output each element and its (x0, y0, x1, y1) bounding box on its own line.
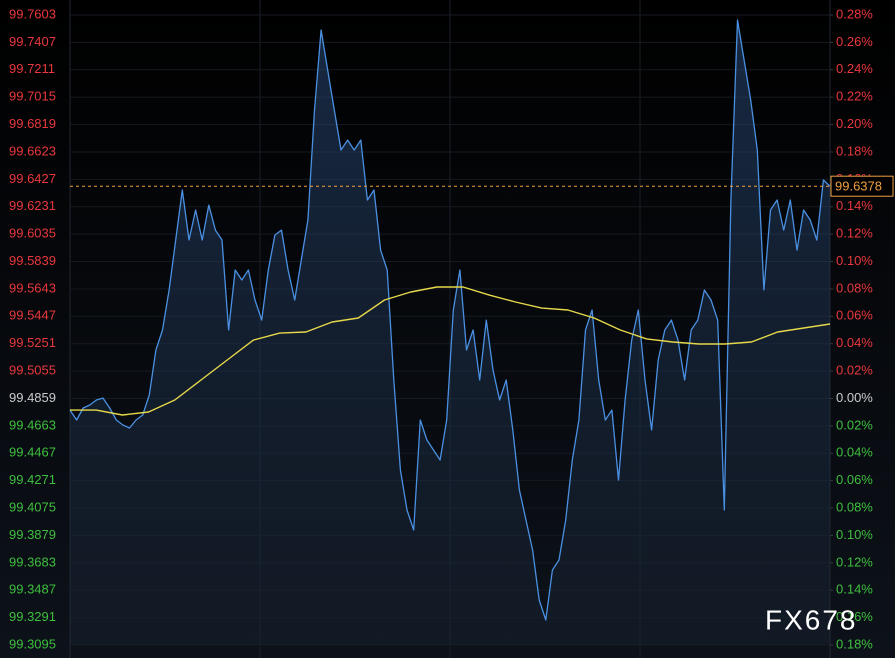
line (69, 19, 831, 621)
y-tick-label: 99.6819 (9, 116, 56, 131)
watermark: FX678 (765, 604, 858, 635)
y-tick-label: 99.7603 (9, 6, 56, 21)
axis-layer: 99.7603 99.7407 99.7211 99.7015 99.6819 99.66… (9, 6, 873, 651)
y-tick-label: 99.5643 (9, 280, 56, 295)
y2-tick-label: 0.08% (836, 499, 873, 514)
y-tick-label: 99.4467 (9, 445, 56, 460)
y2-tick-label: 0.04% (836, 445, 873, 460)
price-label: 99.6378 (835, 179, 882, 194)
y2-tick-label: 0.06% (836, 472, 873, 487)
y2-tick-label: 0.10% (836, 527, 873, 542)
y-tick-label: 99.3879 (9, 527, 56, 542)
y-tick-label: 99.4271 (9, 472, 56, 487)
y2-tick-label: 0.02% (836, 363, 873, 378)
y2-tick-label: 0.26% (836, 34, 873, 49)
series-layer (69, 19, 831, 645)
y2-tick-label: 0.20% (836, 116, 873, 131)
y-tick-label: 99.5447 (9, 308, 56, 323)
y2-tick-label: 0.02% (836, 417, 873, 432)
y2-tick-label: 0.12% (836, 226, 873, 241)
y2-tick-label: 0.24% (836, 61, 873, 76)
y2-tick-label: 0.08% (836, 280, 873, 295)
y2-tick-label: 0.00% (836, 390, 873, 405)
y-tick-label: 99.6035 (9, 226, 56, 241)
y-tick-label: 99.5839 (9, 253, 56, 268)
y-tick-label: 99.6231 (9, 198, 56, 213)
y2-tick-label: 0.18% (836, 143, 873, 158)
y-tick-label: 99.3291 (9, 609, 56, 624)
y2-tick-label: 0.12% (836, 554, 873, 569)
y-tick-label: 99.5055 (9, 363, 56, 378)
y-tick-label: 99.3095 (9, 636, 56, 651)
y-tick-label: 99.6623 (9, 143, 56, 158)
y2-tick-label: 0.06% (836, 308, 873, 323)
y-tick-label: 99.5251 (9, 335, 56, 350)
y-tick-label: 99.4859 (9, 390, 56, 405)
y2-tick-label: 0.14% (836, 198, 873, 213)
y-tick-label: 99.7015 (9, 89, 56, 104)
price-layer: 99.6378 (70, 175, 894, 197)
y-tick-label: 99.7407 (9, 34, 56, 49)
y2-tick-label: 0.18% (836, 636, 873, 651)
y-tick-label: 99.6427 (9, 171, 56, 186)
y2-tick-label: 0.04% (836, 335, 873, 350)
y-tick-label: 99.3487 (9, 582, 56, 597)
y-tick-label: 99.4075 (9, 499, 56, 514)
y2-tick-label: 0.22% (836, 89, 873, 104)
y2-tick-label: 0.16% (836, 609, 873, 624)
price-label-box (830, 175, 894, 197)
line (70, 286, 831, 416)
area (70, 20, 830, 645)
y2-tick-label: 0.10% (836, 253, 873, 268)
y2-tick-label: 0.14% (836, 582, 873, 597)
y-tick-label: 99.3683 (9, 554, 56, 569)
y-tick-label: 99.7211 (9, 61, 55, 76)
y2-tick-label: 0.28% (836, 6, 873, 21)
y-tick-label: 99.4663 (9, 417, 56, 432)
